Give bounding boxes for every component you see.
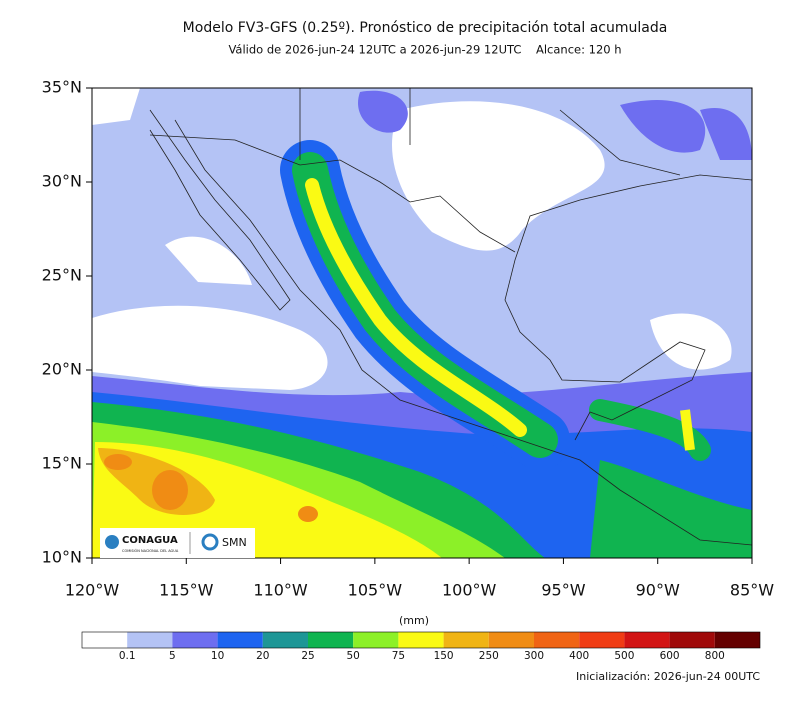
dry-area	[391, 101, 605, 251]
colorbar-label: 600	[660, 650, 680, 662]
colorbar-unit: (mm)	[399, 614, 429, 627]
lon-tick-label: 105°W	[348, 581, 403, 600]
wet-area	[305, 178, 527, 437]
colorbar-swatch	[82, 632, 128, 648]
logo-box: CONAGUA COMISIÓN NACIONAL DEL AGUA SMN	[100, 528, 255, 558]
colorbar-label: 75	[392, 650, 405, 662]
wet-area	[358, 90, 752, 160]
colorbar-label: 20	[256, 650, 269, 662]
colorbar-swatch	[669, 632, 715, 648]
colorbar-label: 10	[211, 650, 224, 662]
dry-area	[650, 313, 732, 370]
lat-tick-label: 35°N	[42, 78, 82, 97]
wet-area	[152, 470, 188, 510]
colorbar-label: 300	[524, 650, 544, 662]
colorbar-label: 50	[347, 650, 360, 662]
lon-tick-label: 100°W	[442, 581, 497, 600]
lat-tick-label: 25°N	[42, 266, 82, 285]
smn-icon	[201, 533, 219, 551]
lon-tick-label: 85°W	[730, 581, 774, 600]
lon-tick-label: 90°W	[636, 581, 680, 600]
colorbar-swatch	[172, 632, 218, 648]
init-time: Inicialización: 2026-jun-24 00UTC	[576, 670, 760, 683]
colorbar-frame	[81, 631, 761, 649]
colorbar-label: 250	[479, 650, 499, 662]
colorbar-swatch	[488, 632, 534, 648]
title: Modelo FV3-GFS (0.25º). Pronóstico de pr…	[183, 20, 668, 36]
colorbar-swatch	[398, 632, 444, 648]
colorbar-label: 0.1	[119, 650, 136, 662]
lon-tick-label: 120°W	[65, 581, 120, 600]
colorbar-swatch	[353, 632, 399, 648]
colorbar-label: 500	[614, 650, 634, 662]
colorbar-label: 800	[705, 650, 725, 662]
colorbar-label: 400	[569, 650, 589, 662]
wet-area	[680, 409, 695, 451]
lon-tick-label: 95°W	[541, 581, 585, 600]
logo-background	[100, 528, 255, 558]
wet-area	[104, 454, 132, 470]
colorbar-label: 25	[301, 650, 314, 662]
colorbar-swatch	[262, 632, 308, 648]
wet-area	[298, 506, 318, 522]
colorbar-swatch	[624, 632, 670, 648]
lat-tick-label: 30°N	[42, 172, 82, 191]
coastlines	[149, 88, 752, 546]
lat-tick-label: 10°N	[42, 548, 82, 567]
map-frame	[91, 87, 753, 559]
dry-area	[92, 88, 140, 125]
lon-tick-label: 115°W	[159, 581, 214, 600]
colorbar-swatch	[443, 632, 489, 648]
dry-area	[92, 305, 328, 390]
wet-area	[589, 399, 711, 461]
colorbar-swatch	[127, 632, 173, 648]
dry-area	[165, 236, 252, 285]
conagua-subtext: COMISIÓN NACIONAL DEL AGUA	[122, 548, 179, 553]
lat-tick-label: 15°N	[42, 454, 82, 473]
lon-tick-label: 110°W	[253, 581, 308, 600]
colorbar-swatch	[534, 632, 580, 648]
precipitation-field	[92, 88, 752, 558]
smn-logo: SMN	[222, 536, 247, 549]
colorbar-label: 150	[434, 650, 454, 662]
colorbar-swatch	[579, 632, 625, 648]
colorbar-swatch	[714, 632, 760, 648]
lat-tick-label: 20°N	[42, 360, 82, 379]
conagua-logo: CONAGUA	[122, 535, 178, 546]
conagua-icon	[105, 535, 119, 549]
colorbar-swatch	[308, 632, 354, 648]
colorbar-label: 5	[169, 650, 176, 662]
subtitle: Válido de 2026-jun-24 12UTC a 2026-jun-2…	[228, 43, 621, 57]
colorbar-swatch	[217, 632, 263, 648]
